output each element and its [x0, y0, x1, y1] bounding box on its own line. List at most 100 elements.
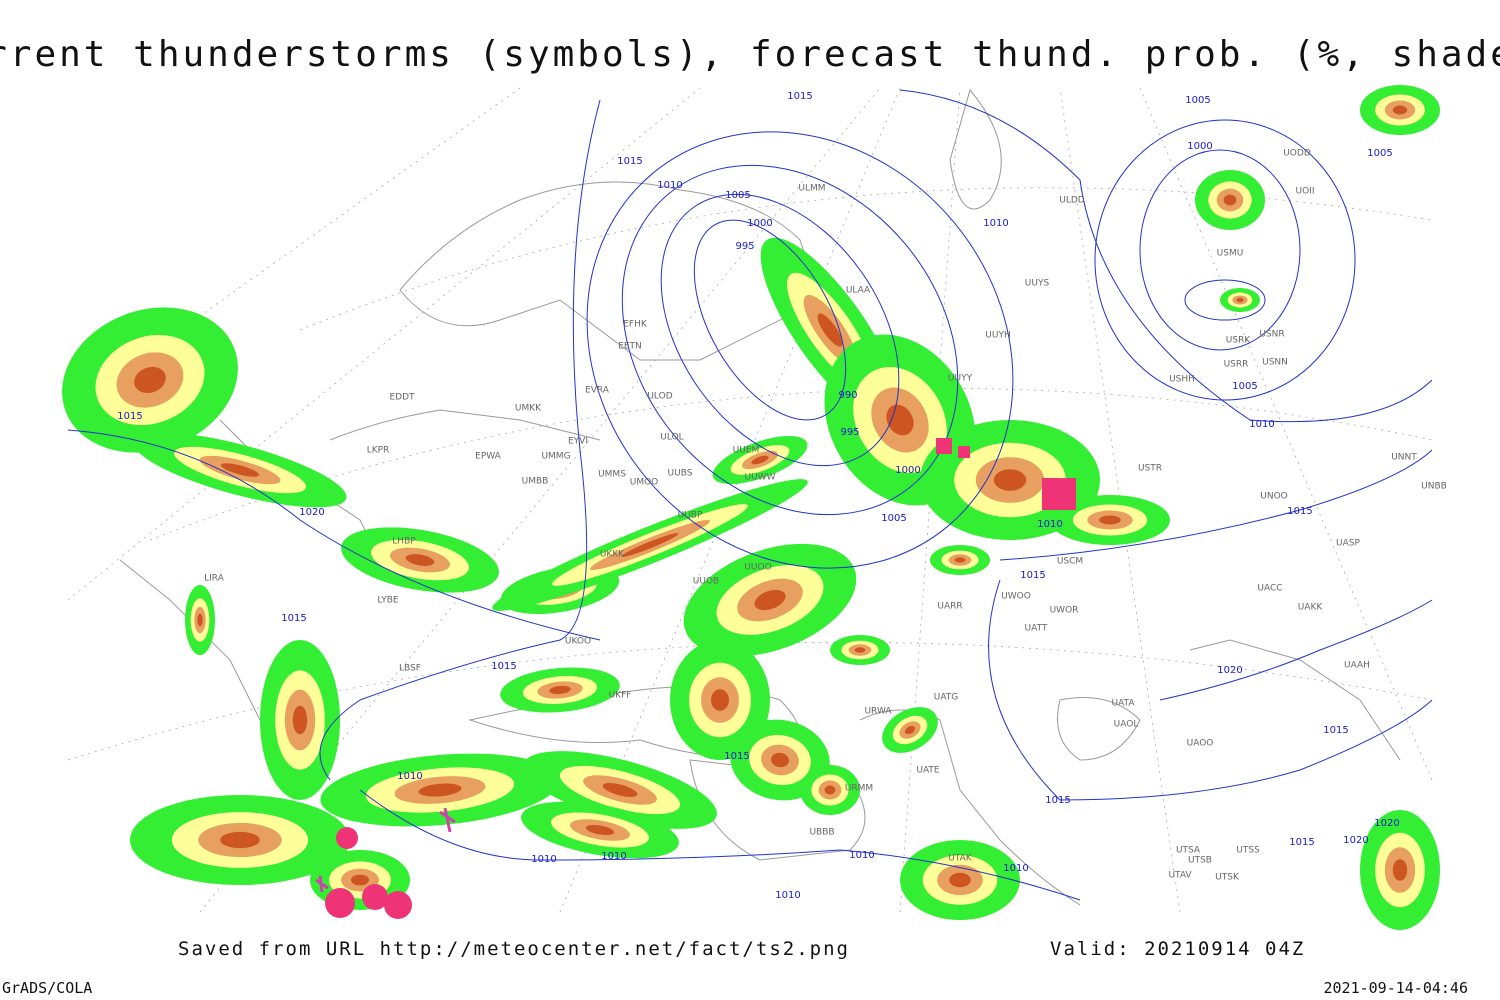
isobar-label: 1005	[1185, 95, 1210, 106]
valid-time: Valid: 20210914 04Z	[1050, 938, 1305, 960]
software: GrADS/COLA	[2, 979, 92, 997]
isobar-label: 1015	[1045, 795, 1070, 806]
isobar-label: 1020	[1217, 665, 1242, 676]
isobar-label: 1020	[299, 507, 324, 518]
isobar-label: 995	[735, 241, 754, 252]
shade	[549, 685, 571, 695]
station-label: USCM	[1057, 557, 1083, 567]
shade	[993, 469, 1027, 491]
station-label: EDDT	[389, 393, 415, 403]
isobar-label: 1015	[281, 613, 306, 624]
station-label: UKFF	[609, 691, 632, 701]
isobar-label: 1010	[657, 180, 682, 191]
station-label: URWA	[864, 707, 892, 717]
station-label: UUYS	[1025, 279, 1050, 289]
isobar-label: 1010	[531, 854, 556, 865]
station-label: UAOO	[1187, 739, 1214, 749]
isobar-label: 1010	[1003, 863, 1028, 874]
shade	[824, 785, 836, 795]
station-label: ULMM	[798, 184, 825, 194]
map-labels: 1015 1005 1000 1005 1015 1010 1005 1000 995 1010 9…	[117, 91, 1447, 901]
station-label: UNNT	[1391, 453, 1417, 463]
isobar-label: 1010	[775, 890, 800, 901]
station-label: USTR	[1138, 464, 1162, 474]
isobar-label: 1005	[1232, 381, 1257, 392]
isobar-label: 1010	[849, 850, 874, 861]
isobar-label: 1010	[397, 771, 422, 782]
isobar-label: 1015	[1287, 506, 1312, 517]
station-label: USNN	[1262, 358, 1288, 368]
station-label: EYVI	[568, 437, 588, 447]
isobar-label: 1015	[617, 156, 642, 167]
station-label: UTSB	[1188, 856, 1212, 866]
station-label: ULDD	[1059, 196, 1085, 206]
station-label: UMOO	[630, 478, 659, 488]
station-label: UUOO	[744, 563, 771, 573]
station-label: UKOO	[565, 637, 591, 647]
shade	[1236, 297, 1244, 303]
station-label: LBSF	[399, 664, 421, 674]
shade	[220, 463, 260, 477]
shade	[954, 557, 966, 563]
station-label: LYBE	[377, 596, 398, 606]
station-label: ULOD	[647, 392, 672, 402]
isobar-label: 1020	[1374, 818, 1399, 829]
station-label: EPWA	[475, 452, 502, 462]
probability-shading	[62, 85, 1440, 930]
isobar-label: 1005	[1367, 148, 1392, 159]
station-label: ULOL	[660, 433, 683, 443]
station-label: UMMS	[598, 470, 626, 480]
station-label: USNR	[1259, 330, 1284, 340]
shade	[1392, 105, 1408, 115]
station-label: UTAV	[1168, 871, 1192, 881]
shade	[886, 404, 914, 436]
shade	[405, 554, 435, 566]
isobar-label: 1005	[881, 513, 906, 524]
shade	[1392, 859, 1408, 881]
isobar-label: 1015	[1289, 837, 1314, 848]
isobar-label: 1000	[1187, 141, 1212, 152]
isobar-label: 1020	[1343, 835, 1368, 846]
isobar-label: 1015	[117, 411, 142, 422]
station-label: UMKK	[515, 404, 542, 414]
isobar-label: 1000	[895, 465, 920, 476]
shade	[1223, 194, 1237, 206]
isobar-label: 1015	[787, 91, 812, 102]
station-label: UUEM	[733, 446, 760, 456]
isobar-label: 1015	[491, 661, 516, 672]
isobar-label: 1005	[725, 190, 750, 201]
isobar-label: 1010	[601, 851, 626, 862]
station-label: EFHK	[623, 320, 648, 330]
station-label: EETN	[618, 342, 642, 352]
isobar-label: 1000	[747, 218, 772, 229]
station-label: UMMG	[541, 452, 570, 462]
title: Current thunderstorms (symbols), forecas…	[0, 34, 1500, 75]
shade	[602, 783, 638, 797]
shade	[621, 533, 679, 557]
station-label: UWOO	[1001, 592, 1031, 602]
station-label: UACC	[1257, 584, 1282, 594]
station-label: UAKK	[1298, 603, 1324, 613]
station-label: LKPR	[367, 446, 390, 456]
station-label: EVRA	[585, 386, 610, 396]
shade	[754, 589, 786, 611]
isobars	[67, 89, 1433, 901]
isobar-label: 1010	[983, 218, 1008, 229]
isobar-label: 1010	[1249, 419, 1274, 430]
station-label: UODD	[1283, 149, 1311, 159]
station-label: UWOR	[1050, 606, 1079, 616]
shade	[817, 313, 843, 347]
station-label: UTSK	[1215, 873, 1240, 883]
isobar-label: 1015	[1020, 570, 1045, 581]
station-label: USRK	[1226, 336, 1252, 346]
station-label: UKKK	[600, 550, 625, 560]
shade	[418, 783, 462, 797]
station-label: UOII	[1296, 187, 1315, 197]
shade	[711, 689, 729, 711]
shade	[949, 872, 971, 888]
shade	[1099, 515, 1121, 525]
timestamp: 2021-09-14-04:46	[1324, 979, 1469, 997]
station-label: UUBP	[678, 511, 703, 521]
